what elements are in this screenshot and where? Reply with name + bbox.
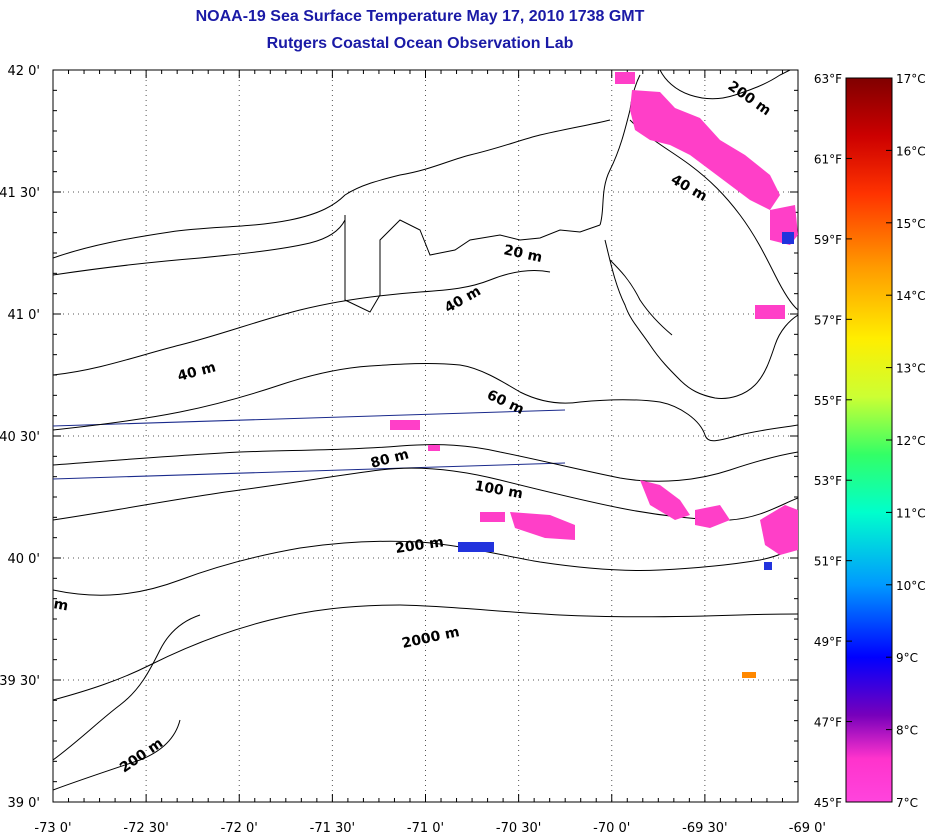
colorbar-f-label: 57°F: [814, 313, 842, 327]
lat-label: 41 30': [0, 186, 40, 201]
latitude-labels: 42 0' 41 30' 41 0' 40 30' 40 0' 39 30' 39 0': [0, 64, 40, 811]
colorbar-c-label: 7°C: [896, 796, 918, 810]
colorbar-c-label: 14°C: [896, 289, 926, 303]
lon-label: -71 0': [407, 821, 444, 836]
colorbar-f-label: 47°F: [814, 716, 842, 730]
colorbar-c-label: 15°C: [896, 217, 926, 231]
colorbar-c-label: 17°C: [896, 72, 926, 86]
colorbar-c-label: 10°C: [896, 579, 926, 593]
colorbar-c-label: 13°C: [896, 362, 926, 376]
colorbar-f-label: 55°F: [814, 394, 842, 408]
colorbar-f-label: 63°F: [814, 72, 842, 86]
lat-label: 42 0': [7, 64, 40, 79]
lon-label: -70 30': [496, 821, 541, 836]
lon-label: -69 30': [682, 821, 727, 836]
colorbar-f-label: 61°F: [814, 152, 842, 166]
colorbar-f-label: 59°F: [814, 233, 842, 247]
lat-label: 40 0': [7, 552, 40, 567]
colorbar: [846, 78, 892, 802]
colorbar-c-label: 11°C: [896, 506, 926, 520]
contour-label: m: [52, 596, 69, 614]
longitude-labels: -73 0' -72 30' -72 0' -71 30' -71 0' -70 30' -…: [34, 821, 826, 836]
colorbar-c-label: 8°C: [896, 724, 918, 738]
lon-label: -72 30': [123, 821, 168, 836]
colorbar-c-label: 16°C: [896, 144, 926, 158]
lat-label: 39 30': [0, 674, 40, 689]
colorbar-f-label: 51°F: [814, 555, 842, 569]
orange-patches: [742, 672, 756, 678]
lon-label: -71 30': [310, 821, 355, 836]
lat-label: 41 0': [7, 308, 40, 323]
lon-label: -73 0': [34, 821, 71, 836]
colorbar-c-label: 9°C: [896, 651, 918, 665]
lon-label: -70 0': [593, 821, 630, 836]
colorbar-f-label: 53°F: [814, 474, 842, 488]
lat-label: 39 0': [7, 796, 40, 811]
colorbar-f-label: 45°F: [814, 796, 842, 810]
lon-label: -72 0': [221, 821, 258, 836]
lon-label: -69 0': [789, 821, 826, 836]
lat-label: 40 30': [0, 430, 40, 445]
colorbar-f-label: 49°F: [814, 635, 842, 649]
colorbar-c-label: 12°C: [896, 434, 926, 448]
